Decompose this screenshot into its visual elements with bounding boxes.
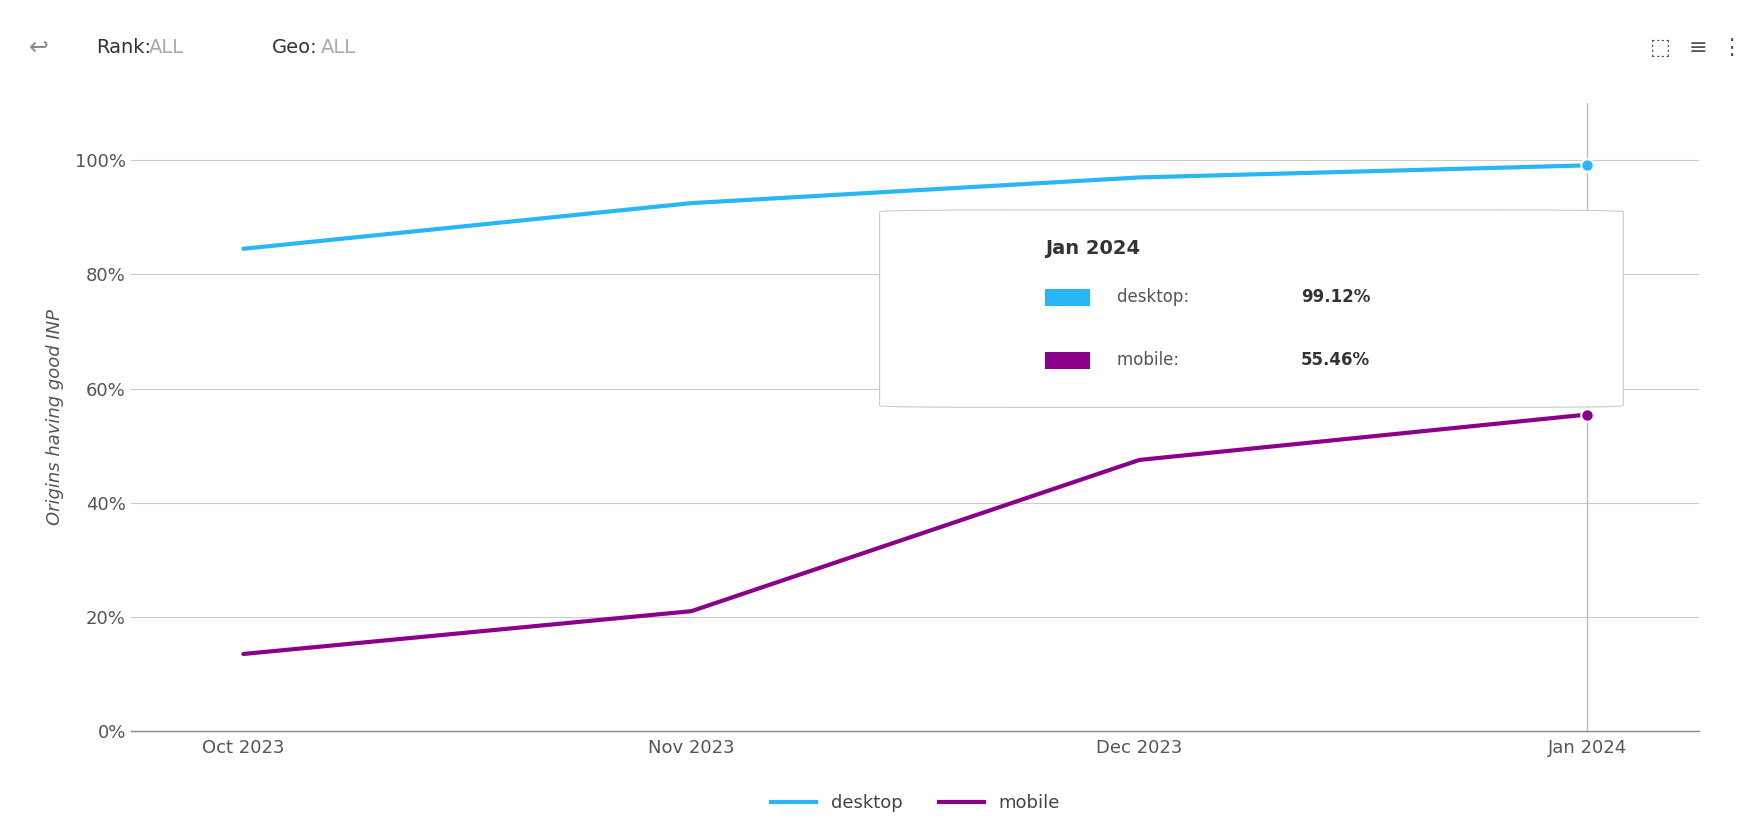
Text: ⋮: ⋮ [1720,38,1741,58]
Text: ≡: ≡ [1689,38,1706,58]
Text: ALL: ALL [321,38,356,57]
Text: mobile:: mobile: [1118,351,1184,369]
Y-axis label: Origins having good INP: Origins having good INP [46,309,63,525]
FancyBboxPatch shape [1046,289,1090,306]
Text: Rank:: Rank: [96,38,151,57]
Text: ALL: ALL [149,38,184,57]
FancyBboxPatch shape [1046,352,1090,368]
Text: 55.46%: 55.46% [1300,351,1370,369]
Legend: desktop, mobile: desktop, mobile [764,787,1067,819]
Text: Jan 2024: Jan 2024 [1046,240,1141,259]
FancyBboxPatch shape [880,210,1624,407]
Text: Geo:: Geo: [272,38,317,57]
Text: ⬚: ⬚ [1650,38,1671,58]
Text: ↩: ↩ [28,36,49,59]
Text: 99.12%: 99.12% [1300,288,1370,306]
Text: desktop:: desktop: [1118,288,1195,306]
